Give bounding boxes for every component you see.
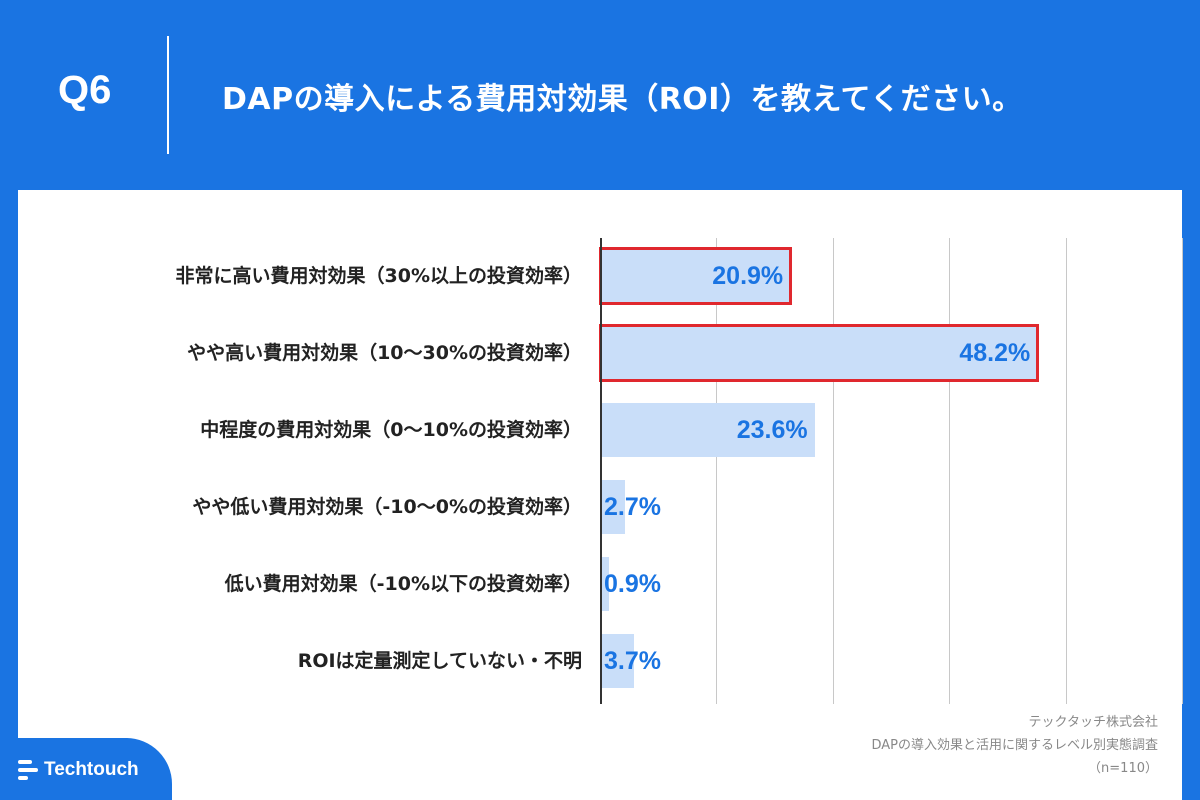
techtouch-logo-icon: [18, 760, 40, 780]
value-label-4: 0.9%: [604, 570, 661, 598]
techtouch-logo-text: Techtouch: [44, 759, 139, 780]
gridline-50: [1182, 238, 1183, 704]
category-label-2: 中程度の費用対効果（0〜10%の投資効率）: [200, 419, 582, 441]
gridline-20: [833, 238, 834, 704]
survey-title: DAPの導入効果と活用に関するレベル別実態調査: [871, 738, 1158, 753]
category-label-4: 低い費用対効果（-10%以下の投資効率）: [224, 573, 582, 595]
gridline-10: [716, 238, 717, 704]
bar-5: [601, 634, 635, 688]
y-axis-line: [600, 238, 602, 704]
bar-0: [598, 247, 793, 305]
bar-3: [601, 480, 626, 534]
question-title: DAPの導入による費用対効果（ROI）を教えてください。: [222, 82, 1023, 117]
bar-1: [598, 324, 1040, 382]
bar-2: [601, 403, 815, 457]
header-divider: [167, 36, 169, 154]
source-company: テックタッチ株式会社: [1028, 715, 1158, 730]
header: Q6 DAPの導入による費用対効果（ROI）を教えてください。: [0, 0, 1200, 190]
value-label-5: 3.7%: [604, 647, 661, 675]
category-label-3: やや低い費用対効果（-10〜0%の投資効率）: [192, 496, 582, 518]
value-label-3: 2.7%: [604, 493, 661, 521]
gridline-40: [1066, 238, 1067, 704]
bar-4: [601, 557, 610, 611]
value-label-0: 20.9%: [712, 262, 784, 290]
sample-size: （n=110）: [1088, 761, 1158, 776]
gridline-30: [949, 238, 950, 704]
category-label-5: ROIは定量測定していない・不明: [297, 650, 582, 672]
question-number: Q6: [58, 68, 112, 112]
value-label-2: 23.6%: [736, 416, 808, 444]
value-label-1: 48.2%: [959, 339, 1031, 367]
category-label-0: 非常に高い費用対効果（30%以上の投資効率）: [175, 265, 582, 287]
category-label-1: やや高い費用対効果（10〜30%の投資効率）: [187, 342, 582, 364]
